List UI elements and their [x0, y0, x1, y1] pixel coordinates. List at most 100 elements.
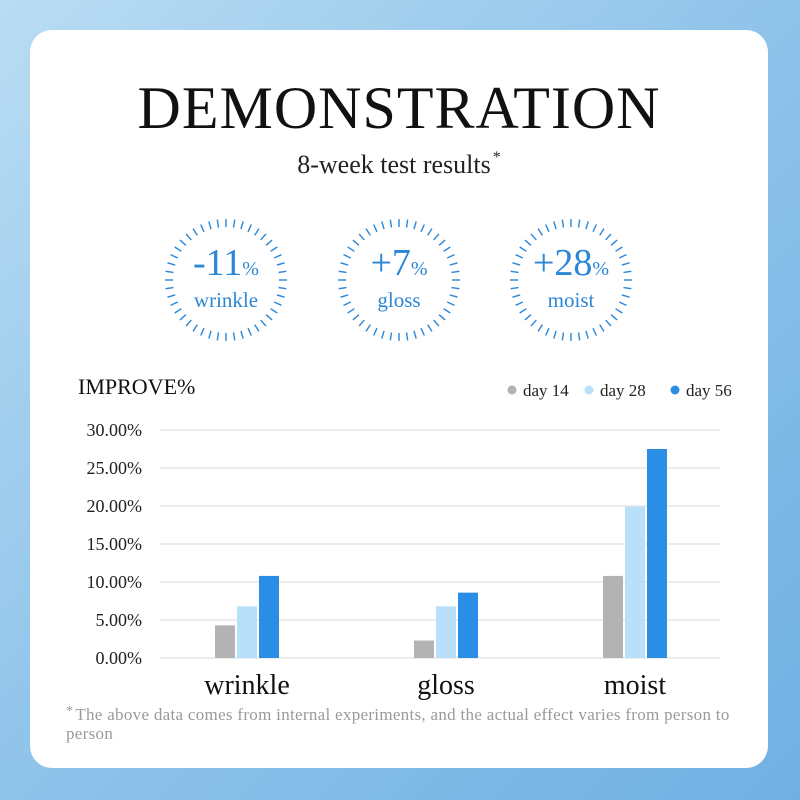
ring-tick: [343, 254, 352, 259]
ring-tick: [276, 294, 285, 298]
badge-label: moist: [547, 288, 595, 312]
ring-tick: [340, 294, 349, 298]
ring-tick: [524, 239, 532, 246]
ring-tick: [185, 233, 192, 241]
badge-value-wrap: +28%: [509, 244, 633, 282]
ring-tick: [621, 294, 630, 298]
ring-tick: [381, 330, 385, 339]
ring-tick: [358, 319, 365, 327]
ring-tick: [438, 314, 446, 321]
ring-tick: [260, 233, 267, 241]
y-tick-label: 25.00%: [87, 458, 143, 478]
dashed-ring-icon: [338, 219, 460, 341]
gloss-badge: +7% gloss: [337, 218, 461, 342]
ring-tick: [615, 308, 623, 314]
ring-tick: [561, 332, 565, 341]
ring-tick: [192, 324, 198, 332]
badge-unit: %: [410, 258, 428, 280]
ring-tick: [615, 246, 623, 252]
ring-tick: [338, 270, 347, 274]
legend-label: day 14: [523, 381, 569, 400]
legend-dot: [584, 385, 594, 395]
ring-tick: [449, 294, 458, 298]
y-tick-label: 5.00%: [96, 610, 143, 630]
badge-value-wrap: -11%: [164, 244, 288, 282]
bar-wrinkle-day28: [237, 606, 257, 658]
badge-unit: %: [592, 258, 610, 280]
footnote-text: The above data comes from internal exper…: [66, 705, 730, 743]
bar-moist-day28: [625, 506, 645, 658]
legend-dot: [507, 385, 517, 395]
y-tick-label: 20.00%: [87, 496, 143, 516]
wrinkle-badge: -11% wrinkle: [164, 218, 288, 342]
legend-label: day 56: [686, 381, 732, 400]
bar-moist-day14: [603, 575, 623, 658]
ring-tick: [449, 262, 458, 266]
ring-tick: [451, 286, 460, 290]
y-tick-label: 15.00%: [87, 534, 143, 554]
ring-tick: [610, 314, 618, 321]
badge-value: +7: [370, 242, 411, 284]
chart-title: IMPROVE%: [78, 374, 196, 399]
badge-unit: %: [242, 258, 259, 280]
ring-tick: [278, 286, 287, 290]
badge-value: +28: [532, 242, 593, 284]
ring-tick: [420, 327, 425, 336]
bar-gloss-day14: [414, 640, 434, 658]
ring-tick: [174, 246, 182, 252]
y-tick-label: 30.00%: [87, 420, 143, 440]
ring-tick: [273, 301, 282, 306]
ring-tick: [623, 270, 632, 274]
ring-tick: [519, 246, 527, 252]
ring-tick: [605, 319, 612, 327]
ring-tick: [179, 239, 187, 246]
badge-label: wrinkle: [193, 288, 259, 312]
ring-tick: [352, 239, 360, 246]
ring-tick: [389, 332, 393, 341]
content-card: DEMONSTRATION 8-week test results * -11% …: [30, 30, 768, 768]
dashed-ring-icon: [165, 219, 287, 341]
ring-tick: [365, 228, 371, 236]
ring-tick: [561, 219, 565, 228]
ring-tick: [512, 262, 521, 266]
ring-tick: [260, 319, 267, 327]
ring-tick: [592, 327, 597, 336]
bar-wrinkle-day56: [259, 575, 279, 658]
ring-tick: [585, 221, 589, 230]
ring-tick: [200, 327, 205, 336]
ring-tick: [553, 221, 557, 230]
ring-tick: [577, 219, 581, 228]
ring-tick: [270, 246, 278, 252]
ring-tick: [170, 254, 179, 259]
ring-tick: [599, 324, 605, 332]
page-subtitle: 8-week test results *: [30, 150, 768, 178]
x-category-label: moist: [604, 670, 666, 701]
ring-tick: [545, 327, 550, 336]
ring-tick: [510, 270, 519, 274]
ring-tick: [427, 228, 433, 236]
footnote: * The above data comes from internal expe…: [66, 704, 746, 743]
bar-wrinkle-day14: [215, 625, 235, 658]
ring-tick: [240, 221, 244, 230]
ring-tick: [389, 219, 393, 228]
ring-tick: [618, 301, 627, 306]
badge-label: gloss: [377, 288, 421, 312]
ring-tick: [200, 224, 205, 233]
legend-label: day 28: [600, 381, 646, 400]
ring-tick: [438, 239, 446, 246]
ring-tick: [340, 262, 349, 266]
ring-tick: [254, 324, 260, 332]
footnote-asterisk: *: [66, 704, 74, 719]
ring-tick: [167, 262, 176, 266]
dashed-ring-icon: [510, 219, 632, 341]
ring-tick: [510, 286, 519, 290]
ring-tick: [405, 219, 409, 228]
page-title: DEMONSTRATION: [137, 75, 661, 141]
ring-tick: [192, 228, 198, 236]
ring-tick: [420, 224, 425, 233]
ring-tick: [405, 332, 409, 341]
ring-tick: [443, 308, 451, 314]
ring-tick: [610, 239, 618, 246]
ring-tick: [179, 314, 187, 321]
ring-tick: [276, 262, 285, 266]
